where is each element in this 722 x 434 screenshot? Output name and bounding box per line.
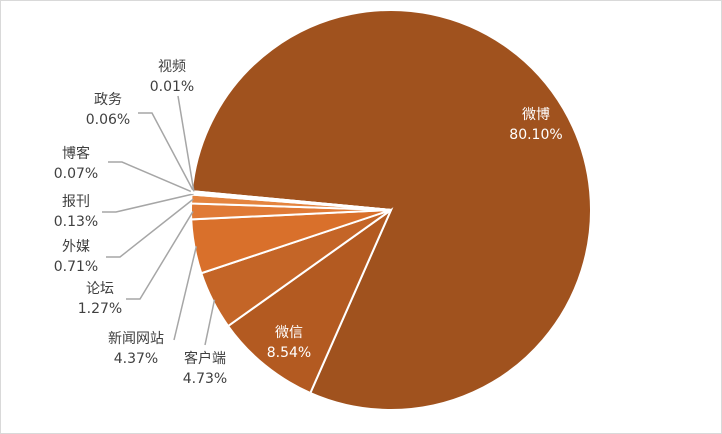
value-label: 4.73% <box>183 371 227 387</box>
slice-label: 客户端 <box>184 350 226 367</box>
value-label: 8.54% <box>267 345 311 361</box>
slice-label: 政务 <box>94 92 122 108</box>
slice-label: 报刊 <box>62 194 90 210</box>
leader-line <box>204 299 216 346</box>
slice-label: 微博 <box>522 106 550 123</box>
value-label: 0.01% <box>150 79 194 95</box>
leader-line <box>102 193 194 213</box>
value-label: 1.27% <box>78 301 122 317</box>
slice-label: 博客 <box>62 145 90 162</box>
value-label: 0.71% <box>54 259 98 275</box>
slice-label: 微信 <box>275 325 303 341</box>
leader-line <box>173 246 198 341</box>
leader-line <box>108 161 195 194</box>
leader-line <box>106 198 194 258</box>
pie-slice <box>226 207 394 395</box>
leader-line <box>138 112 195 193</box>
slice-label: 新闻网站 <box>108 331 164 347</box>
value-label: 0.06% <box>86 112 130 128</box>
slice-label: 视频 <box>158 59 186 75</box>
value-label: 0.13% <box>54 214 98 230</box>
value-label: 80.10% <box>509 127 562 143</box>
slice-label: 论坛 <box>86 281 114 297</box>
value-label: 0.07% <box>54 166 98 182</box>
value-label: 4.37% <box>114 351 158 367</box>
leader-line <box>126 211 194 300</box>
pie-slice <box>190 190 392 211</box>
slice-label: 外媒 <box>62 239 90 255</box>
leader-line <box>177 95 195 192</box>
